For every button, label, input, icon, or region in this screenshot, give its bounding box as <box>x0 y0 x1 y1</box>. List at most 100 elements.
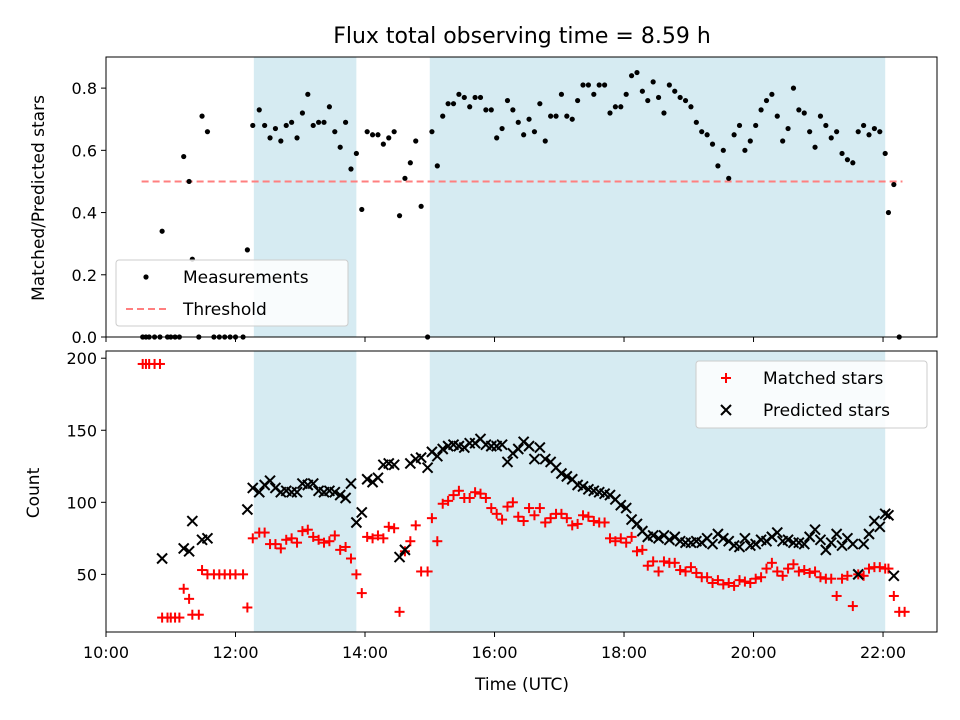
measurement-point <box>801 110 807 116</box>
measurement-point <box>477 94 484 101</box>
bottom-plot: 10:00 12:00 14:00 16:00 18:00 20:00 22:00 50 100… <box>66 349 938 662</box>
matched-stars-point <box>718 579 729 590</box>
matched-stars-point <box>480 492 491 503</box>
measurement-point <box>634 69 640 76</box>
measurement-point <box>326 104 332 110</box>
predicted-stars-point <box>739 532 751 545</box>
measurement-point <box>364 129 370 135</box>
measurement-point <box>440 113 446 119</box>
measurement-point <box>580 82 586 88</box>
bottom-y-tick-label: 150 <box>66 421 97 440</box>
predicted-stars-point <box>437 443 449 455</box>
measurement-point <box>774 113 780 119</box>
predicted-stars-point <box>615 499 627 511</box>
matched-stars-point <box>739 576 750 587</box>
matched-stars-point <box>599 517 610 528</box>
matched-stars-point <box>324 536 335 547</box>
measurement-point <box>866 132 872 138</box>
measurement-point <box>558 91 565 97</box>
measurement-point <box>823 122 829 129</box>
predicted-stars-point <box>555 467 568 480</box>
measurement-point <box>521 132 527 138</box>
measurement-point <box>591 91 597 97</box>
measurement-point <box>434 163 440 169</box>
measurement-point <box>607 110 613 116</box>
matched-stars-point <box>561 513 572 524</box>
matched-stars-point <box>783 563 794 574</box>
measurement-point <box>359 206 365 213</box>
measurement-point <box>499 125 505 132</box>
measurement-point <box>256 107 262 113</box>
measurement-point <box>181 153 187 160</box>
predicted-stars-point <box>888 570 900 582</box>
measurement-point <box>413 138 419 144</box>
predicted-stars-point <box>421 462 434 474</box>
predicted-stars-point <box>874 521 886 533</box>
matched-stars-point <box>247 533 258 544</box>
measurement-point <box>310 122 316 129</box>
predicted-stars-point <box>706 538 719 550</box>
measurement-point <box>564 113 570 119</box>
matched-stars-point <box>197 565 208 576</box>
predicted-stars-point <box>847 538 859 550</box>
bottom-shaded-region <box>253 351 357 632</box>
measurement-point <box>272 125 279 132</box>
measurement-point <box>396 213 403 219</box>
predicted-stars-point <box>512 443 524 455</box>
matched-stars-point <box>534 503 545 514</box>
predicted-stars-point <box>186 515 199 527</box>
matched-stars-point <box>826 573 837 584</box>
measurement-point <box>467 104 473 110</box>
measurement-point <box>871 125 878 132</box>
measurement-point <box>596 82 602 88</box>
measurement-point <box>682 97 689 104</box>
matched-stars-point <box>242 602 253 613</box>
predicted-stars-point <box>857 538 870 550</box>
matched-stars-point <box>707 578 718 589</box>
matched-stars-point <box>491 508 502 519</box>
measurement-point <box>839 150 845 157</box>
measurement-point <box>585 82 592 88</box>
predicted-stars-point <box>539 453 551 465</box>
matched-stars-point <box>810 566 821 577</box>
matched-stars-point <box>399 546 410 557</box>
top-plot: 0.0 0.2 0.4 0.6 0.8 Measurements Threshold <box>72 56 938 347</box>
matched-stars-point <box>626 531 637 542</box>
measurement-point <box>456 91 462 97</box>
measurement-point <box>283 122 289 129</box>
matched-stars-point <box>772 566 783 577</box>
measurement-point <box>418 203 424 209</box>
matched-stars-point <box>761 563 772 574</box>
measurement-point <box>316 119 322 125</box>
measurement-point <box>763 97 770 104</box>
predicted-stars-point <box>431 450 444 462</box>
matched-stars-point <box>302 524 313 535</box>
measurement-point <box>877 129 883 135</box>
matched-stars-point <box>356 588 367 599</box>
matched-stars-point <box>464 492 475 503</box>
measurement-point <box>542 138 548 144</box>
measurement-point <box>332 129 338 135</box>
matched-stars-point <box>615 533 626 544</box>
matched-stars-point <box>405 536 416 547</box>
measurement-point <box>796 107 802 113</box>
matched-stars-point <box>193 609 204 620</box>
predicted-stars-point <box>372 472 384 484</box>
matched-stars-point <box>422 566 433 577</box>
measurement-point <box>850 160 856 166</box>
predicted-stars-point <box>577 480 589 493</box>
matched-stars-point <box>497 514 508 525</box>
bottom-legend: Matched stars Predicted stars <box>695 360 928 429</box>
matched-stars-point <box>653 566 664 577</box>
predicted-stars-point <box>241 503 254 516</box>
matched-stars-point <box>367 533 378 544</box>
measurement-point <box>666 82 672 88</box>
bottom-y-tick-label: 100 <box>66 493 97 512</box>
measurement-point <box>305 91 311 97</box>
predicted-stars-point <box>631 518 643 530</box>
matched-stars-point <box>729 580 740 591</box>
top-legend: Measurements Threshold <box>115 259 349 327</box>
bottom-y-tick-label: 50 <box>77 565 97 584</box>
predicted-stars-point <box>717 532 730 545</box>
